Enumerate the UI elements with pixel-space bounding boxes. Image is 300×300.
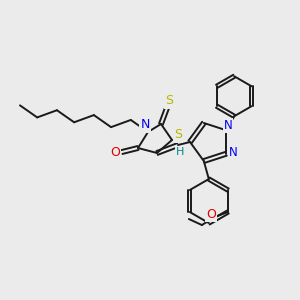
Text: O: O [110,146,120,158]
Text: S: S [165,94,173,107]
Text: N: N [224,119,233,132]
Text: S: S [174,128,182,142]
Text: N: N [229,146,238,159]
Text: O: O [206,208,216,220]
Text: N: N [140,118,150,131]
Text: H: H [176,147,184,157]
